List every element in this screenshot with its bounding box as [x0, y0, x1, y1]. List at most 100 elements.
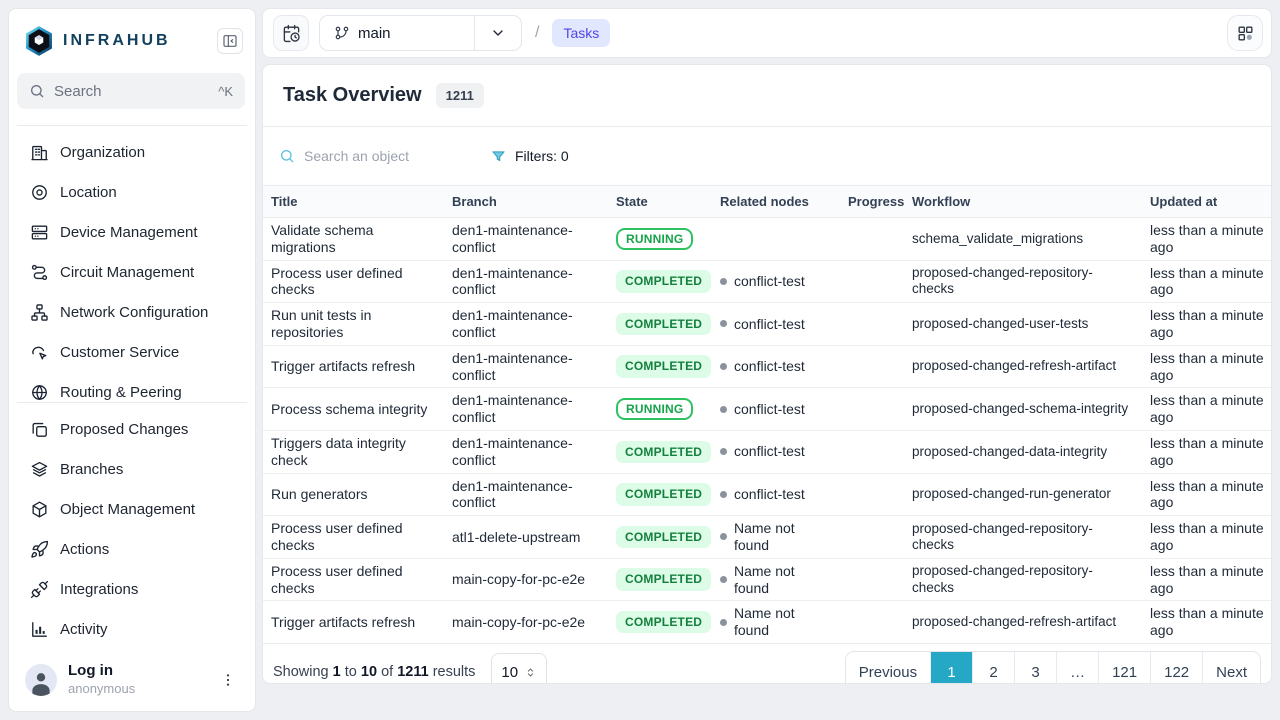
- state-badge: COMPLETED: [616, 440, 712, 463]
- pagination-page-121[interactable]: 121: [1098, 652, 1151, 683]
- cell-workflow: proposed-changed-run-generator: [904, 472, 1142, 516]
- related-node: conflict-test: [720, 316, 832, 333]
- pagination-ellipsis[interactable]: …: [1056, 652, 1099, 683]
- results-summary: Showing 1 to 10 of 1211 results: [273, 664, 476, 681]
- column-header-state: State: [608, 185, 712, 218]
- pagination-previous[interactable]: Previous: [845, 652, 931, 683]
- cell-related-nodes: Name not found: [712, 600, 840, 643]
- sidebar-item-label: Organization: [60, 143, 146, 161]
- sidebar-item-routing-peering[interactable]: Routing & Peering: [9, 372, 255, 402]
- user-section[interactable]: Log in anonymous: [9, 652, 255, 711]
- apps-button[interactable]: [1227, 15, 1263, 51]
- cell-branch: atl1-delete-upstream: [444, 515, 608, 559]
- git-branch-icon: [335, 26, 349, 40]
- related-node: conflict-test: [720, 486, 832, 503]
- table-row[interactable]: Process user defined checks den1-maintena…: [263, 259, 1271, 303]
- sidebar-collapse-button[interactable]: [217, 28, 243, 54]
- user-menu-button[interactable]: [217, 669, 239, 691]
- cell-branch: den1-maintenance-conflict: [444, 387, 608, 431]
- sidebar-nav-system: Proposed Changes Branches Object Managemen…: [9, 403, 255, 649]
- breadcrumb-tasks[interactable]: Tasks: [552, 19, 611, 47]
- table-row[interactable]: Run generators den1-maintenance-conflict C…: [263, 472, 1271, 516]
- cell-progress: [840, 387, 904, 431]
- sidebar-item-actions[interactable]: Actions: [9, 529, 255, 569]
- related-node: Name not found: [720, 563, 832, 597]
- table-footer: Showing 1 to 10 of 1211 results 10 Previ…: [263, 642, 1271, 683]
- sidebar-item-label: Customer Service: [60, 343, 180, 361]
- node-dot-icon: [720, 405, 727, 413]
- pagination-page-1[interactable]: 1: [930, 652, 973, 683]
- cell-updated-at: less than a minute ago: [1142, 557, 1271, 601]
- table-row[interactable]: Triggers data integrity check den1-mainte…: [263, 429, 1271, 474]
- route-icon: [29, 262, 49, 282]
- node-dot-icon: [720, 576, 727, 584]
- cell-workflow: proposed-changed-schema-integrity: [904, 387, 1142, 431]
- sidebar-item-customer-service[interactable]: Customer Service: [9, 332, 255, 372]
- sidebar-item-activity[interactable]: Activity: [9, 609, 255, 649]
- table-row[interactable]: Validate schema migrations den1-maintenan…: [263, 218, 1271, 261]
- table-row[interactable]: Trigger artifacts refresh den1-maintenanc…: [263, 344, 1271, 388]
- cell-state: COMPLETED: [608, 429, 712, 474]
- pagination-next[interactable]: Next: [1202, 652, 1260, 683]
- pagination-page-122[interactable]: 122: [1150, 652, 1203, 683]
- cell-updated-at: less than a minute ago: [1142, 302, 1271, 346]
- pagination-page-3[interactable]: 3: [1014, 652, 1057, 683]
- brand-header: INFRAHUB: [9, 9, 255, 61]
- cell-title: Trigger artifacts refresh: [263, 344, 444, 388]
- branch-dropdown-toggle[interactable]: [474, 16, 521, 50]
- cell-title: Validate schema migrations: [271, 222, 374, 255]
- cell-related-nodes: [712, 218, 840, 261]
- divider: [17, 125, 247, 126]
- column-header-updated-at: Updated at: [1142, 185, 1271, 218]
- cell-workflow: schema_validate_migrations: [912, 230, 1084, 246]
- cell-title: Process user defined checks: [263, 515, 444, 559]
- sidebar-item-location[interactable]: Location: [9, 172, 255, 212]
- branch-selector[interactable]: main: [319, 15, 522, 51]
- username: anonymous: [68, 680, 136, 696]
- table-row[interactable]: Process user defined checks main-copy-for…: [263, 557, 1271, 601]
- filters-button[interactable]: Filters: 0: [491, 148, 569, 164]
- cell-state: COMPLETED: [608, 557, 712, 601]
- calendar-clock-icon: [283, 24, 300, 42]
- node-dot-icon: [720, 320, 727, 328]
- time-travel-button[interactable]: [273, 15, 309, 51]
- column-header-progress: Progress: [840, 185, 904, 218]
- cell-workflow: proposed-changed-data-integrity: [904, 429, 1142, 474]
- table-row[interactable]: Process schema integrity den1-maintenance…: [263, 387, 1271, 431]
- filter-funnel-icon: [492, 150, 505, 161]
- kebab-icon: [226, 673, 230, 686]
- sidebar-item-branches[interactable]: Branches: [9, 449, 255, 489]
- cell-updated-at: less than a minute ago: [1142, 472, 1271, 516]
- breadcrumb-separator: /: [535, 24, 540, 41]
- page-size-select[interactable]: 10: [491, 653, 548, 683]
- infrahub-logo-icon: [26, 26, 52, 56]
- related-node: conflict-test: [720, 273, 832, 290]
- cell-updated-at: less than a minute ago: [1150, 222, 1264, 255]
- sidebar-item-device-management[interactable]: Device Management: [9, 212, 255, 252]
- cell-progress: [840, 515, 904, 559]
- sidebar-item-network-configuration[interactable]: Network Configuration: [9, 292, 255, 332]
- sidebar-item-integrations[interactable]: Integrations: [9, 569, 255, 609]
- sidebar-item-label: Routing & Peering: [60, 383, 182, 401]
- object-search-input[interactable]: Search an object: [279, 148, 491, 164]
- column-header-workflow: Workflow: [904, 185, 1142, 218]
- sidebar-item-organization[interactable]: Organization: [9, 132, 255, 172]
- table-row[interactable]: Process user defined checks atl1-delete-u…: [263, 515, 1271, 559]
- sidebar-item-proposed-changes[interactable]: Proposed Changes: [9, 409, 255, 449]
- state-badge: RUNNING: [616, 397, 694, 421]
- cell-progress: [840, 218, 904, 261]
- sidebar-item-object-management[interactable]: Object Management: [9, 489, 255, 529]
- pagination-page-2[interactable]: 2: [972, 652, 1015, 683]
- table-row[interactable]: Trigger artifacts refresh main-copy-for-p…: [263, 600, 1271, 643]
- table-row[interactable]: Run unit tests in repositories den1-maint…: [263, 302, 1271, 346]
- sidebar: INFRAHUB Search ^K Organization Location D…: [8, 8, 256, 712]
- sidebar-item-circuit-management[interactable]: Circuit Management: [9, 252, 255, 292]
- login-label: Log in: [68, 662, 113, 679]
- sidebar-search-input[interactable]: Search ^K: [17, 73, 245, 109]
- cell-branch: den1-maintenance-conflict: [444, 259, 608, 303]
- topbar: main / Tasks: [262, 8, 1272, 58]
- sidebar-item-label: Device Management: [60, 223, 198, 241]
- column-header-related-nodes: Related nodes: [712, 185, 840, 218]
- cell-related-nodes: conflict-test: [712, 259, 840, 303]
- table-toolbar: Search an object Filters: 0: [263, 127, 1271, 185]
